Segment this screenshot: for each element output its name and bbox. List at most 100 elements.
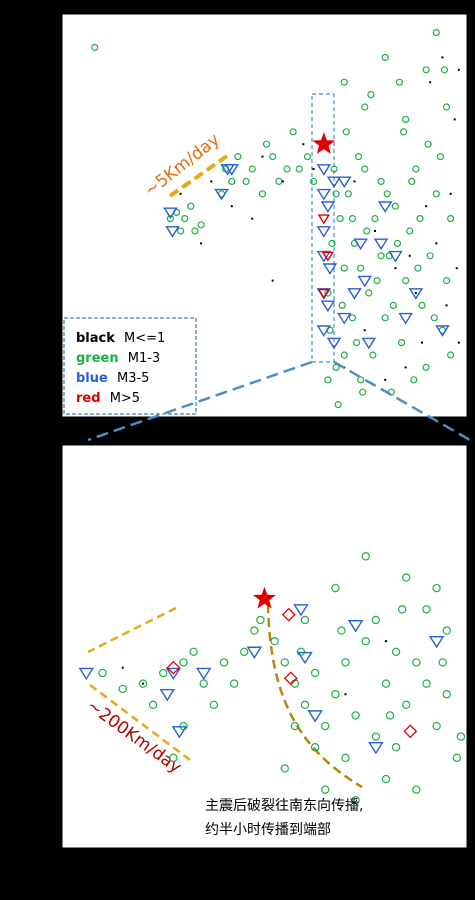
bottom-point-blue-9 (428, 635, 445, 649)
top-point-blue-23 (316, 188, 332, 201)
top-point-black-8 (373, 230, 376, 232)
top-point-green-88 (334, 401, 342, 409)
bottom-point-green-49 (456, 732, 466, 741)
top-point-blue-7 (326, 176, 342, 189)
bottom-point-red-1 (281, 607, 296, 622)
bottom-point-green-4 (189, 647, 198, 657)
top-point-black-4 (281, 180, 284, 183)
top-point-green-33 (391, 202, 400, 210)
top-point-green-85 (424, 140, 432, 148)
top-point-blue-25 (320, 300, 336, 313)
top-point-blue-19 (408, 288, 424, 300)
top-point-green-60 (393, 239, 402, 247)
top-point-green-13 (248, 165, 256, 173)
top-point-green-3 (177, 227, 185, 235)
caption-line-2: 约半小时传播到端部 (205, 822, 331, 838)
bottom-point-green-31 (361, 552, 370, 561)
bottom-panel-e-label: E (38, 834, 47, 850)
bottom-point-green-20 (361, 636, 370, 646)
top-y-ticks: 10 0 -10 -20 (37, 62, 52, 372)
bottom-point-green-15 (310, 668, 320, 678)
top-point-green-12 (242, 177, 250, 185)
top-point-green-41 (432, 190, 440, 198)
top-point-blue-3 (214, 188, 229, 201)
top-point-green-40 (426, 252, 434, 260)
bottom-point-green-2 (159, 668, 168, 678)
top-point-green-57 (369, 351, 377, 359)
top-point-black-7 (353, 180, 356, 183)
top-point-green-69 (328, 239, 336, 247)
top-point-green-81 (354, 153, 363, 161)
bottom-point-green-36 (351, 796, 360, 805)
bottom-x-tick-minus1: -1.0 (56, 856, 72, 865)
bottom-x-tick-0: 0.0 (261, 856, 274, 865)
top-point-black-19 (384, 378, 387, 381)
top-mainshock-star (312, 132, 336, 154)
top-point-green-84 (408, 177, 416, 185)
bottom-point-green-23 (391, 743, 401, 752)
top-point-green-86 (440, 66, 449, 74)
bottom-point-blue-1 (165, 667, 182, 681)
top-point-black-14 (449, 192, 452, 195)
top-point-green-28 (365, 289, 373, 297)
bottom-point-green-1 (138, 679, 148, 688)
legend-entry-red: red M>5 (76, 391, 140, 406)
bottom-point-green-52 (256, 615, 265, 625)
bottom-point-green-43 (310, 743, 320, 752)
bottom-x-ticks: -1.0 -0.5 0.0 0.5 1.0 (56, 856, 468, 865)
top-point-green-51 (442, 103, 451, 111)
bottom-point-green-7 (219, 658, 229, 667)
top-point-green-87 (324, 376, 332, 384)
zoom-connector-right (333, 360, 471, 442)
top-point-green-6 (191, 227, 199, 235)
zoom-connector-left (87, 360, 313, 442)
bottom-point-green-22 (381, 679, 391, 688)
legend-green-range: M1-3 (128, 351, 160, 366)
top-point-blue-26 (353, 238, 368, 251)
zoom-box (311, 93, 335, 363)
top-point-blue-21 (361, 337, 377, 350)
bottom-wedge-upper (87, 606, 177, 654)
top-point-blue-1 (165, 226, 180, 238)
bottom-point-green-19 (351, 711, 360, 720)
bottom-point-green-12 (280, 658, 289, 667)
top-point-green-30 (377, 177, 385, 185)
legend-blue-word: blue (76, 371, 108, 386)
bottom-point-green-16 (321, 721, 330, 731)
top-point-black-18 (404, 366, 407, 369)
bottom-point-green-29 (452, 753, 462, 763)
legend-black-range: M<=1 (124, 331, 165, 346)
top-point-blue-6 (320, 201, 336, 213)
top-panel-w-label: W (38, 12, 52, 28)
bottom-point-green-50 (398, 605, 407, 614)
top-point-black-1 (200, 242, 203, 245)
top-point-green-79 (447, 351, 455, 359)
top-point-green-72 (338, 301, 346, 309)
top-point-black-22 (425, 205, 428, 208)
bottom-point-green-33 (300, 615, 310, 625)
top-point-green-35 (402, 277, 410, 285)
bottom-point-blue-6 (347, 620, 364, 633)
bottom-point-green-55 (118, 684, 127, 694)
top-point-black-29 (457, 68, 460, 71)
top-point-green-14 (258, 190, 267, 198)
top-point-black-27 (251, 217, 254, 220)
top-point-black-15 (441, 56, 444, 59)
bottom-scatter (78, 552, 466, 805)
top-point-black-11 (435, 242, 438, 245)
bottom-panel-w-label: W (38, 446, 52, 462)
top-point-green-7 (197, 221, 205, 229)
top-point-black-16 (429, 81, 432, 84)
top-point-green-65 (373, 277, 381, 285)
bottom-x-tick-1: 1.0 (456, 856, 469, 865)
top-panel-e-label: E (38, 404, 47, 420)
top-point-blue-9 (322, 263, 338, 275)
top-point-green-58 (377, 252, 385, 260)
top-point-blue-20 (435, 325, 450, 337)
bottom-point-green-41 (148, 700, 158, 710)
bottom-point-green-0 (98, 668, 107, 678)
top-point-green-82 (367, 90, 375, 99)
top-point-green-64 (361, 165, 369, 173)
rupture-path (266, 603, 363, 789)
top-point-green-89 (359, 388, 367, 396)
